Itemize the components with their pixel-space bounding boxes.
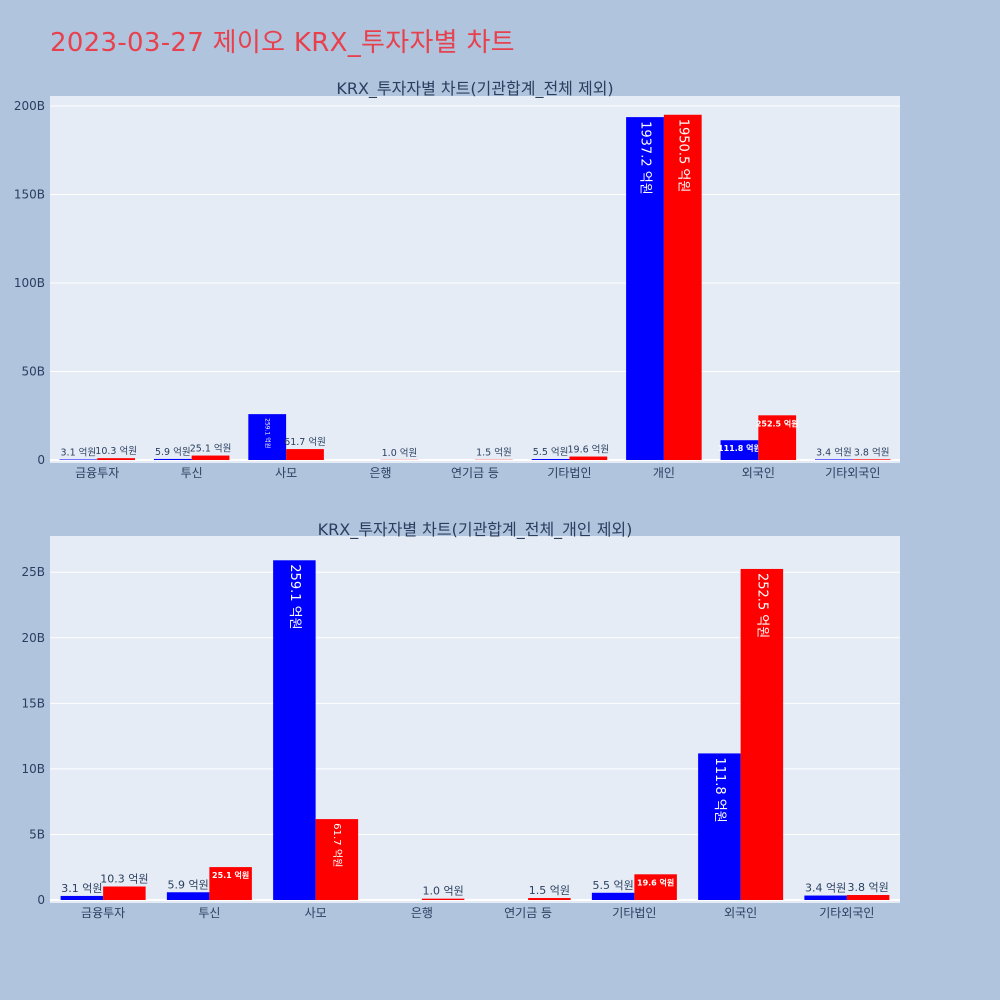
chart1-xtick-label: 기타법인 [547,466,591,480]
chart2-bar [591,892,635,900]
chart2-ytick-label: 5B [29,827,45,841]
chart2-ytick-label: 15B [21,696,45,710]
chart2-bar [273,560,316,900]
chart2-data-label: 111.8 억원 [712,757,727,822]
chart1-bar [852,459,891,460]
chart2-data-label: 10.3 억원 [100,872,148,885]
chart1-data-label: 1937.2 억원 [638,121,653,195]
chart1-ytick-label: 50B [21,365,45,379]
chart1-data-label: 10.3 억원 [95,445,137,457]
chart1-data-label: 1.0 억원 [382,447,418,459]
chart2-data-label: 25.1 억원 [212,870,249,880]
chart1-data-label: 1950.5 억원 [675,119,690,193]
chart1-data-label: 25.1 억원 [190,443,232,455]
chart2-xtick-label: 투신 [198,906,220,920]
chart1-ytick-label: 150B [14,188,45,202]
chart1-title: KRX_투자자별 차트(기관합계_전체 제외) [336,79,613,99]
chart2-ytick-label: 0 [37,893,45,907]
chart2-ytick-label: 20B [21,631,45,645]
chart2-ytick-label: 25B [21,565,45,579]
chart1-data-label: 3.8 억원 [854,446,890,458]
chart1-data-label: 3.1 억원 [61,446,97,458]
chart1-xtick-label: 연기금 등 [451,466,499,480]
chart2-bar [528,898,571,900]
chart1-xtick-label: 사모 [275,466,297,480]
chart2-bar [166,892,210,900]
chart1-xtick-label: 투신 [181,466,203,480]
chart2-xtick-label: 기타법인 [612,906,656,920]
chart2-data-label: 19.6 억원 [637,877,674,887]
chart2-xtick-label: 연기금 등 [504,906,552,920]
chart1-data-label: 5.5 억원 [533,446,569,458]
chart1-bar [815,459,853,460]
chart1-data-label: 19.6 억원 [568,444,610,456]
chart1-bar [97,458,135,460]
chart1-bar [663,114,702,460]
chart2-xtick-label: 은행 [411,905,433,920]
chart2-bar [421,898,465,900]
chart1-ytick-label: 200B [14,99,45,113]
chart1-data-label: 252.5 억원 [756,418,799,428]
chart1-ytick-label: 0 [37,453,45,467]
chart2-data-label: 3.8 억원 [848,881,889,894]
chart1-bar [531,459,570,460]
chart2-data-label: 61.7 억원 [331,823,343,867]
chart1-bar [153,458,192,460]
chart1-data-label: 61.7 억원 [284,436,326,448]
chart2-bar [634,874,677,900]
chart2-data-label: 3.4 억원 [805,882,846,895]
chart2-data-label: 5.5 억원 [593,879,634,892]
chart1-bar [720,440,759,460]
chart1-bar [286,449,324,460]
chart1-xtick-label: 금융투자 [75,466,119,480]
chart2-ytick-label: 10B [21,762,45,776]
chart1-data-label: 3.4 억원 [816,446,852,458]
chart1-data-label: 1.5 억원 [476,447,512,459]
chart2-data-label: 1.5 억원 [529,884,570,897]
page-title: 2023-03-27 제이오 KRX_투자자별 차트 [50,28,515,58]
chart2-xtick-label: 외국인 [724,906,757,920]
chart2-bar [740,568,784,900]
chart1-ytick-label: 100B [14,276,45,290]
chart2-xtick-label: 금융투자 [81,906,125,920]
chart1-xtick-label: 은행 [370,465,392,480]
chart2-bar [209,867,252,900]
chart2-title: KRX_투자자별 차트(기관합계_전체_개인 제외) [318,520,633,540]
chart2-xtick-label: 기타외국인 [819,906,874,920]
chart1-bar [59,459,98,460]
chart1-bar [248,414,287,460]
chart1-data-label: 259.1 억원 [264,418,272,448]
chart1-xtick-label: 개인 [653,466,675,480]
chart2-bar [103,886,146,900]
chart1-bar [758,415,797,460]
chart2-bar [315,819,359,900]
chart1-data-label: 5.9 억원 [155,446,191,458]
chart2-data-label: 3.1 억원 [61,882,102,895]
chart2-data-label: 5.9 억원 [168,878,209,891]
chart2-data-label: 1.0 억원 [423,885,464,898]
chart1-bar [626,117,664,460]
chart2-data-label: 252.5 억원 [754,573,769,638]
chart1-data-label: 111.8 억원 [718,443,761,453]
chart2-bar [846,895,890,900]
chart2-data-label: 259.1 억원 [287,564,302,629]
chart1-xtick-label: 기타외국인 [825,466,880,480]
chart2-bar [698,753,741,900]
chart1-plot-area [50,96,900,463]
chart2-bar [804,895,847,900]
chart1-bar [569,456,608,460]
chart2-xtick-label: 사모 [305,906,327,920]
chart2-bar [60,895,104,900]
chart1-bar [191,455,230,460]
chart1-xtick-label: 외국인 [742,466,775,480]
